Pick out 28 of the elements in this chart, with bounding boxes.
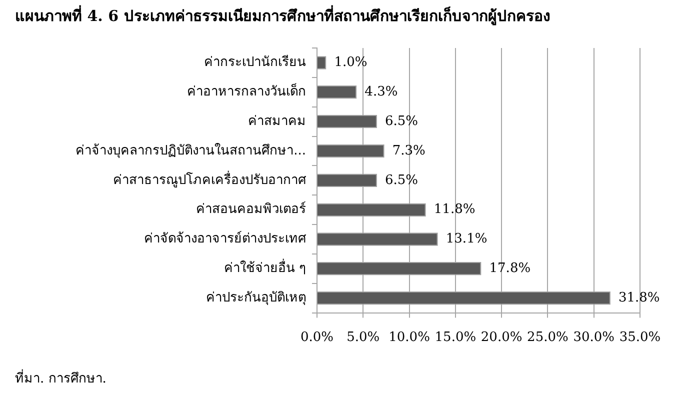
x-tick-label: 35.0%	[619, 330, 661, 345]
y-tick-label: ค่าใช้จ่ายอื่น ๆ	[224, 259, 306, 276]
x-tick-label: 15.0%	[434, 330, 476, 345]
data-label: 11.8%	[434, 202, 476, 218]
y-tick-label: ค่าจัดจ้างอาจารย์ต่างประเทศ	[144, 230, 307, 247]
data-label: 1.0%	[334, 55, 368, 70]
y-tick-label: ค่าจ้างบุคลากรปฏิบัติงานในสถานศึกษา...	[76, 142, 306, 158]
data-label: 6.5%	[384, 172, 418, 188]
chart-title: แผนภาพที่ 4. 6 ประเภทค่าธรรมเนียมการศึกษาที่สถานศึกษาเรียกเก็บจากผู้ปกครอง	[15, 4, 550, 26]
data-label: 17.8%	[489, 261, 531, 276]
y-tick-label: ค่ากระเปานักเรียน	[204, 54, 306, 70]
data-label: 6.5%	[384, 114, 418, 129]
text: ที่มา. การศึกษา.	[15, 370, 106, 387]
y-tick-label: ค่าประกันอุบัติเหตุ	[206, 290, 306, 306]
data-label: 31.8%	[618, 290, 660, 306]
data-label: 13.1%	[446, 232, 488, 247]
data-label: 4.3%	[364, 84, 398, 100]
x-tick-label: 20.0%	[480, 330, 522, 345]
x-tick-label: 25.0%	[527, 330, 568, 345]
x-tick-label: 30.0%	[573, 330, 615, 345]
x-tick-label: 0.0%	[300, 330, 334, 345]
x-tick-label: 5.0%	[346, 330, 380, 345]
y-tick-label: ค่าสมาคม	[248, 114, 306, 129]
y-tick-label: ค่าสาธารณูปโภคเครื่องปรับอากาศ	[113, 170, 307, 188]
y-tick-label: ค่าสอนคอมพิวเตอร์	[196, 201, 306, 218]
x-tick-label: 10.0%	[388, 330, 430, 345]
data-label: 7.3%	[392, 143, 426, 158]
y-tick-label: ค่าอาหารกลางวันเด็ก	[187, 82, 306, 100]
